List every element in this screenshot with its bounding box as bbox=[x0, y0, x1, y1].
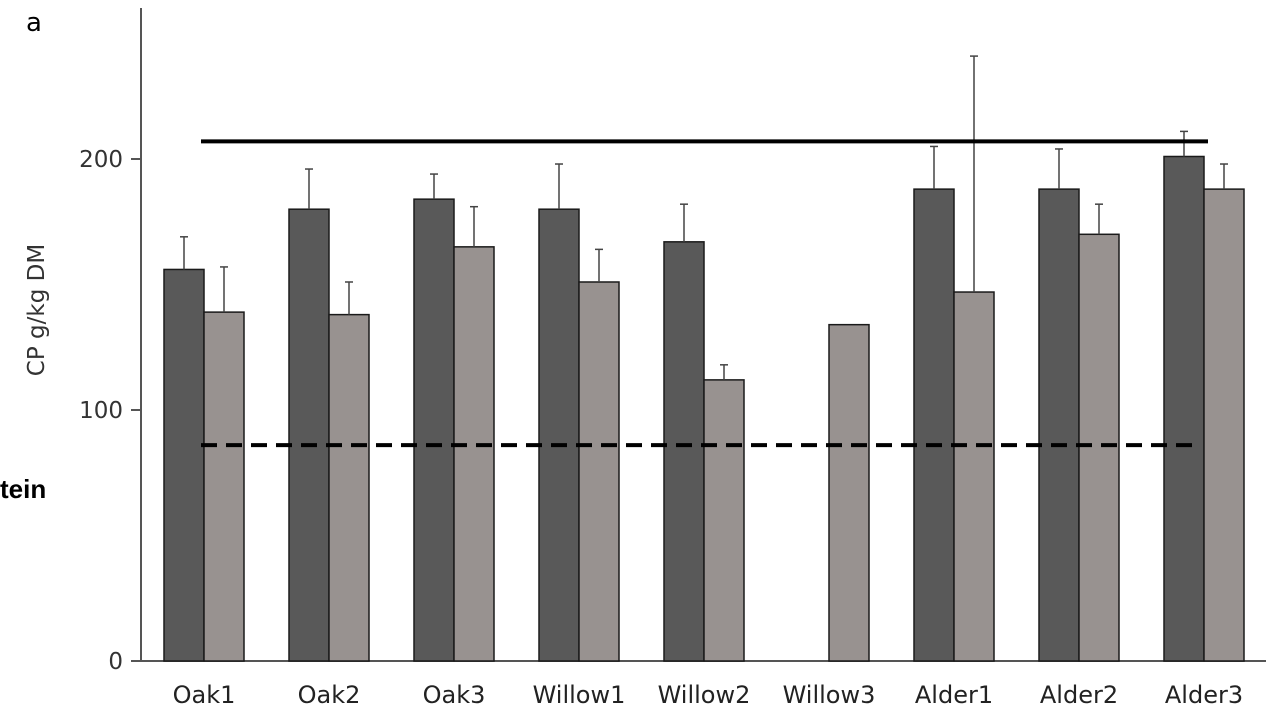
bar-series2 bbox=[703, 379, 745, 662]
bar-series2 bbox=[1203, 188, 1245, 662]
bars bbox=[163, 155, 1245, 662]
category-label: Willow1 bbox=[533, 681, 626, 709]
cropped-label: tein bbox=[0, 474, 46, 504]
bar-series1 bbox=[663, 241, 705, 662]
bar-series1 bbox=[163, 268, 205, 662]
bar-series1 bbox=[413, 198, 455, 662]
bar-series2 bbox=[578, 281, 620, 662]
error-bars bbox=[180, 55, 1228, 380]
bar-series1 bbox=[288, 208, 330, 662]
category-label: Willow3 bbox=[783, 681, 876, 709]
category-label: Willow2 bbox=[658, 681, 751, 709]
bar-series1 bbox=[1163, 155, 1205, 662]
bar-series1 bbox=[538, 208, 580, 662]
category-labels: Oak1 Oak2 Oak3 Willow1 Willow2 Willow3 Alder1 A… bbox=[173, 681, 1244, 709]
category-label: Oak2 bbox=[298, 681, 361, 709]
bar-series2 bbox=[953, 291, 995, 662]
category-label: Oak3 bbox=[423, 681, 486, 709]
y-tick-label: 0 bbox=[108, 649, 123, 675]
y-tick-label: 100 bbox=[79, 398, 123, 424]
tick-labels: 0 100 200 bbox=[79, 147, 123, 675]
bar-series1 bbox=[913, 188, 955, 662]
category-label: Alder1 bbox=[915, 681, 993, 709]
category-label: Oak1 bbox=[173, 681, 236, 709]
reference-lines bbox=[201, 139, 1208, 448]
y-tick-label: 200 bbox=[79, 147, 123, 173]
bar-series2 bbox=[328, 313, 370, 662]
bar-series2 bbox=[453, 246, 495, 662]
bar-series2 bbox=[1078, 233, 1120, 662]
y-axis-title: CP g/kg DM bbox=[24, 244, 50, 376]
bar-series2 bbox=[828, 323, 870, 662]
bar-series1 bbox=[1038, 188, 1080, 662]
category-label: Alder2 bbox=[1040, 681, 1118, 709]
category-label: Alder3 bbox=[1165, 681, 1243, 709]
panel-label: a bbox=[26, 8, 42, 38]
bar-series2 bbox=[203, 311, 245, 662]
